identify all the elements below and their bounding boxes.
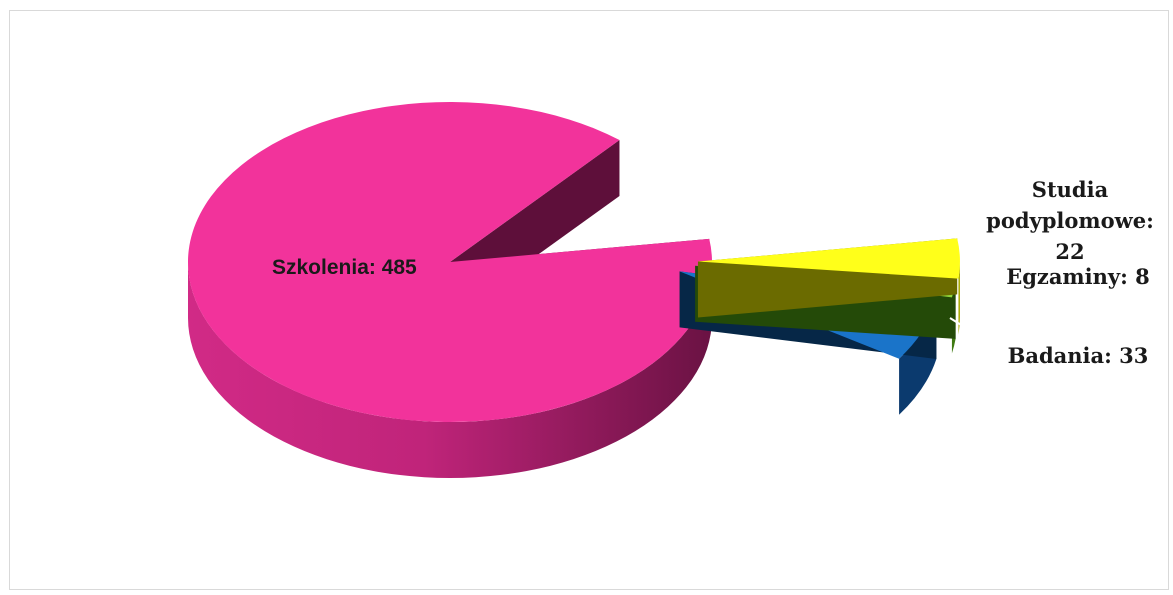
slice-studia-podyplomowe (697, 238, 960, 279)
data-label-studia-podyplomowe-line: 22 (1055, 239, 1084, 264)
slice-szkolenia-side (188, 262, 712, 478)
data-label-egzaminy: Egzaminy: 8 (1006, 264, 1150, 289)
data-label-studia-podyplomowe-line: Studia (1032, 177, 1109, 202)
data-label-badania: Badania: 33 (1008, 343, 1149, 368)
leader-line (949, 317, 967, 329)
data-label-szkolenia: Szkolenia: 485 (272, 256, 417, 279)
slice-studia-podyplomowe-side (958, 261, 960, 335)
data-label-studia-podyplomowe-line: podyplomowe: (986, 208, 1154, 233)
slice-szkolenia (187, 102, 712, 422)
